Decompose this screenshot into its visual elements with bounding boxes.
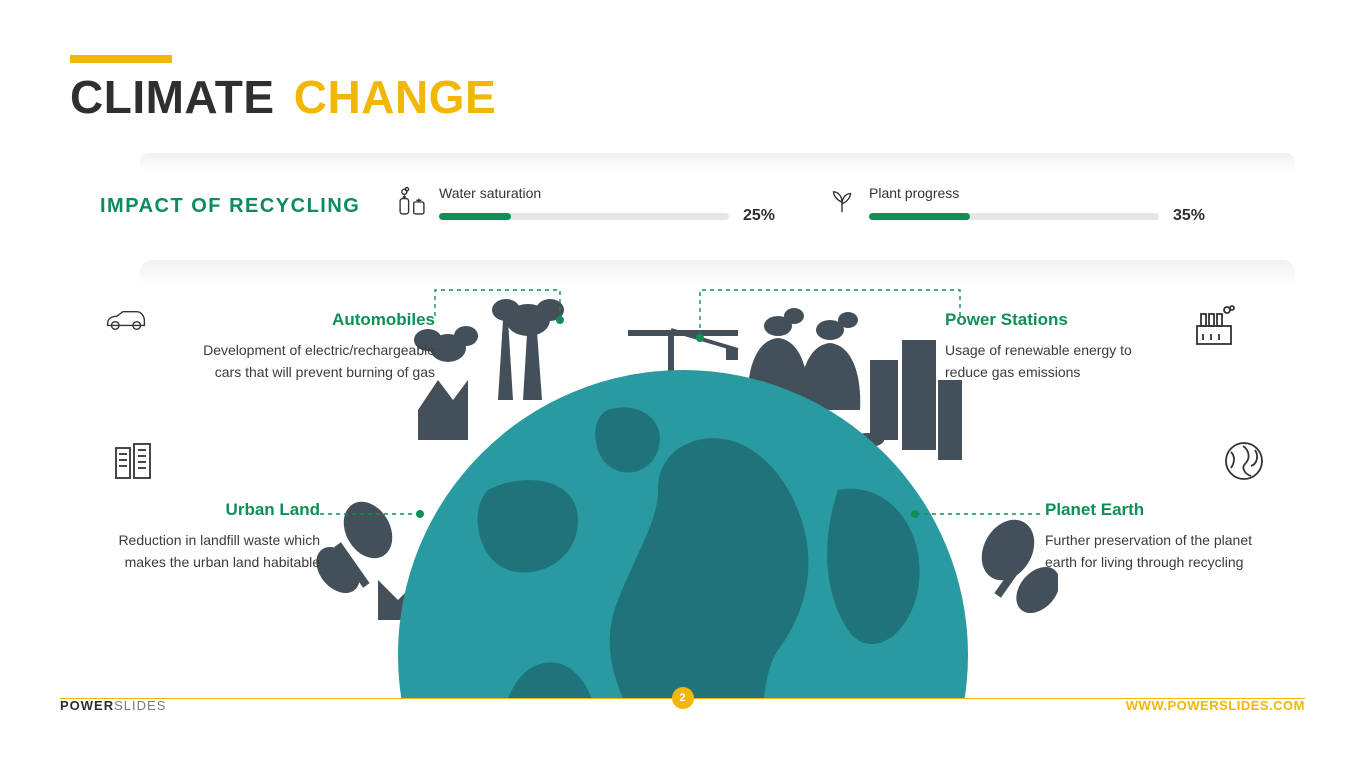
callout-desc: Further preservation of the planet earth… — [1045, 530, 1285, 573]
callout-automobiles: Automobiles Development of electric/rech… — [195, 310, 435, 383]
callout-title: Automobiles — [195, 310, 435, 330]
footer-brand-light: SLIDES — [114, 698, 166, 713]
factory-icon — [1191, 304, 1237, 350]
callout-power-stations: Power Stations Usage of renewable energy… — [945, 310, 1165, 383]
earth-globe — [398, 370, 968, 698]
footer-brand-bold: POWER — [60, 698, 114, 713]
callout-urban-land: Urban Land Reduction in landfill waste w… — [80, 500, 320, 573]
car-icon — [103, 304, 149, 350]
footer-url: WWW.POWERSLIDES.COM — [1126, 698, 1305, 713]
callout-title: Planet Earth — [1045, 500, 1285, 520]
slide: CLIMATE CHANGE IMPACT OF RECYCLING Water… — [0, 0, 1365, 767]
callout-planet-earth: Planet Earth Further preservation of the… — [1045, 500, 1285, 573]
callout-desc: Reduction in landfill waste which makes … — [80, 530, 320, 573]
globe-icon — [1221, 438, 1267, 484]
page-number-badge: 2 — [672, 687, 694, 709]
callout-title: Power Stations — [945, 310, 1165, 330]
callout-title: Urban Land — [80, 500, 320, 520]
callout-desc: Development of electric/rechargeable car… — [195, 340, 435, 383]
footer-brand: POWERSLIDES — [60, 698, 166, 713]
buildings-icon — [110, 438, 156, 484]
callout-desc: Usage of renewable energy to reduce gas … — [945, 340, 1165, 383]
